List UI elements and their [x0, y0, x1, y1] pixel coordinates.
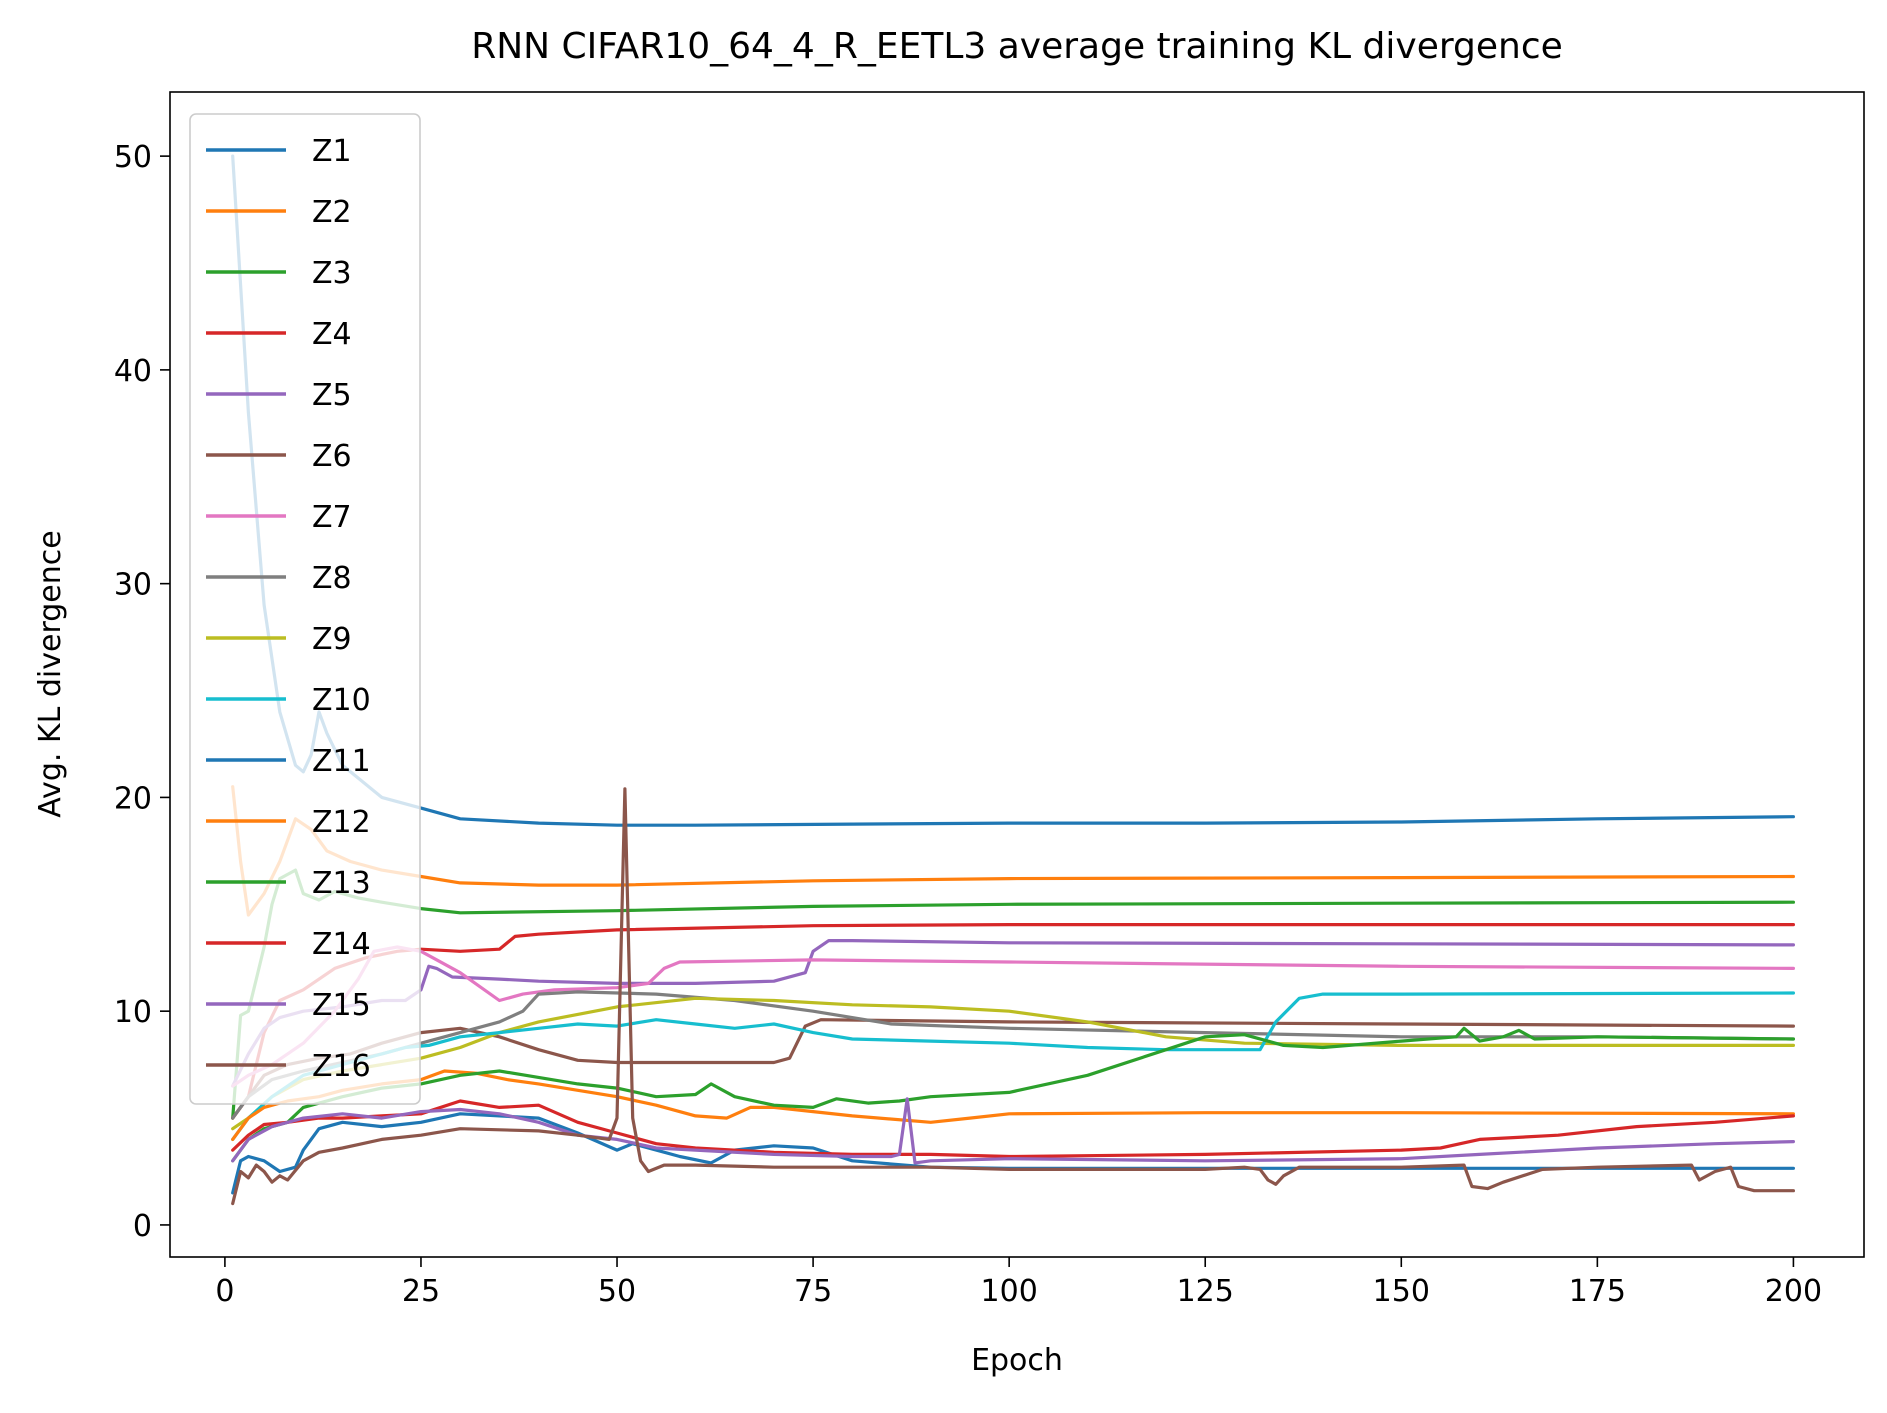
- x-axis-label: Epoch: [971, 1343, 1063, 1378]
- y-tick-label: 50: [114, 140, 152, 175]
- legend-label-z2: Z2: [312, 195, 352, 230]
- legend-label-z5: Z5: [312, 378, 352, 413]
- y-tick-label: 10: [114, 995, 152, 1030]
- y-tick-label: 40: [114, 354, 152, 389]
- x-tick-label: 75: [794, 1274, 832, 1309]
- legend-label-z8: Z8: [312, 561, 352, 596]
- x-tick-label: 200: [1765, 1274, 1822, 1309]
- legend-label-z14: Z14: [312, 927, 371, 962]
- legend-label-z16: Z16: [312, 1049, 371, 1084]
- x-tick-label: 50: [598, 1274, 636, 1309]
- y-tick-label: 30: [114, 568, 152, 603]
- legend-label-z3: Z3: [312, 256, 352, 291]
- x-axis: 0 25 50 75 100 125 150 175 200: [215, 1257, 1822, 1309]
- legend: Z1 Z2 Z3 Z4 Z5 Z6 Z7 Z8 Z9 Z10 Z11 Z12 Z13 Z14 Z15 Z16: [189, 113, 421, 1105]
- legend-label-z7: Z7: [312, 500, 352, 535]
- chart-title: RNN CIFAR10_64_4_R_EETL3 average trainin…: [471, 26, 1563, 67]
- plot-lines: [231, 154, 1795, 1206]
- x-tick-label: 175: [1569, 1274, 1626, 1309]
- series-line-z15: [231, 1097, 1795, 1165]
- series-line-z13: [231, 1026, 1795, 1163]
- y-axis-label: Avg. KL divergence: [33, 530, 68, 817]
- x-tick-label: 25: [402, 1274, 440, 1309]
- legend-label-z1: Z1: [312, 134, 352, 169]
- x-tick-label: 125: [1177, 1274, 1234, 1309]
- x-tick-label: 150: [1373, 1274, 1430, 1309]
- legend-label-z9: Z9: [312, 622, 352, 657]
- series-line-z11: [231, 1112, 1795, 1195]
- legend-label-z13: Z13: [312, 866, 371, 901]
- legend-label-z6: Z6: [312, 439, 352, 474]
- y-axis: 0 10 20 30 40 50: [114, 140, 170, 1244]
- series-line-z16: [231, 787, 1795, 1206]
- series-line-z10: [231, 991, 1795, 1141]
- legend-label-z4: Z4: [312, 317, 352, 352]
- x-tick-label: 0: [215, 1274, 234, 1309]
- x-tick-label: 100: [981, 1274, 1038, 1309]
- plot-area-frame: [169, 91, 1865, 1258]
- y-tick-label: 0: [133, 1209, 152, 1244]
- series-line-z1: [231, 154, 1795, 827]
- legend-label-z11: Z11: [312, 744, 371, 779]
- series-line-z7: [231, 945, 1795, 1088]
- series-line-z2: [231, 785, 1795, 917]
- legend-label-z10: Z10: [312, 683, 371, 718]
- y-tick-label: 20: [114, 781, 152, 816]
- legend-label-z12: Z12: [312, 805, 371, 840]
- series-line-z14: [231, 1099, 1795, 1159]
- legend-box: [189, 113, 421, 1105]
- legend-label-z15: Z15: [312, 988, 371, 1023]
